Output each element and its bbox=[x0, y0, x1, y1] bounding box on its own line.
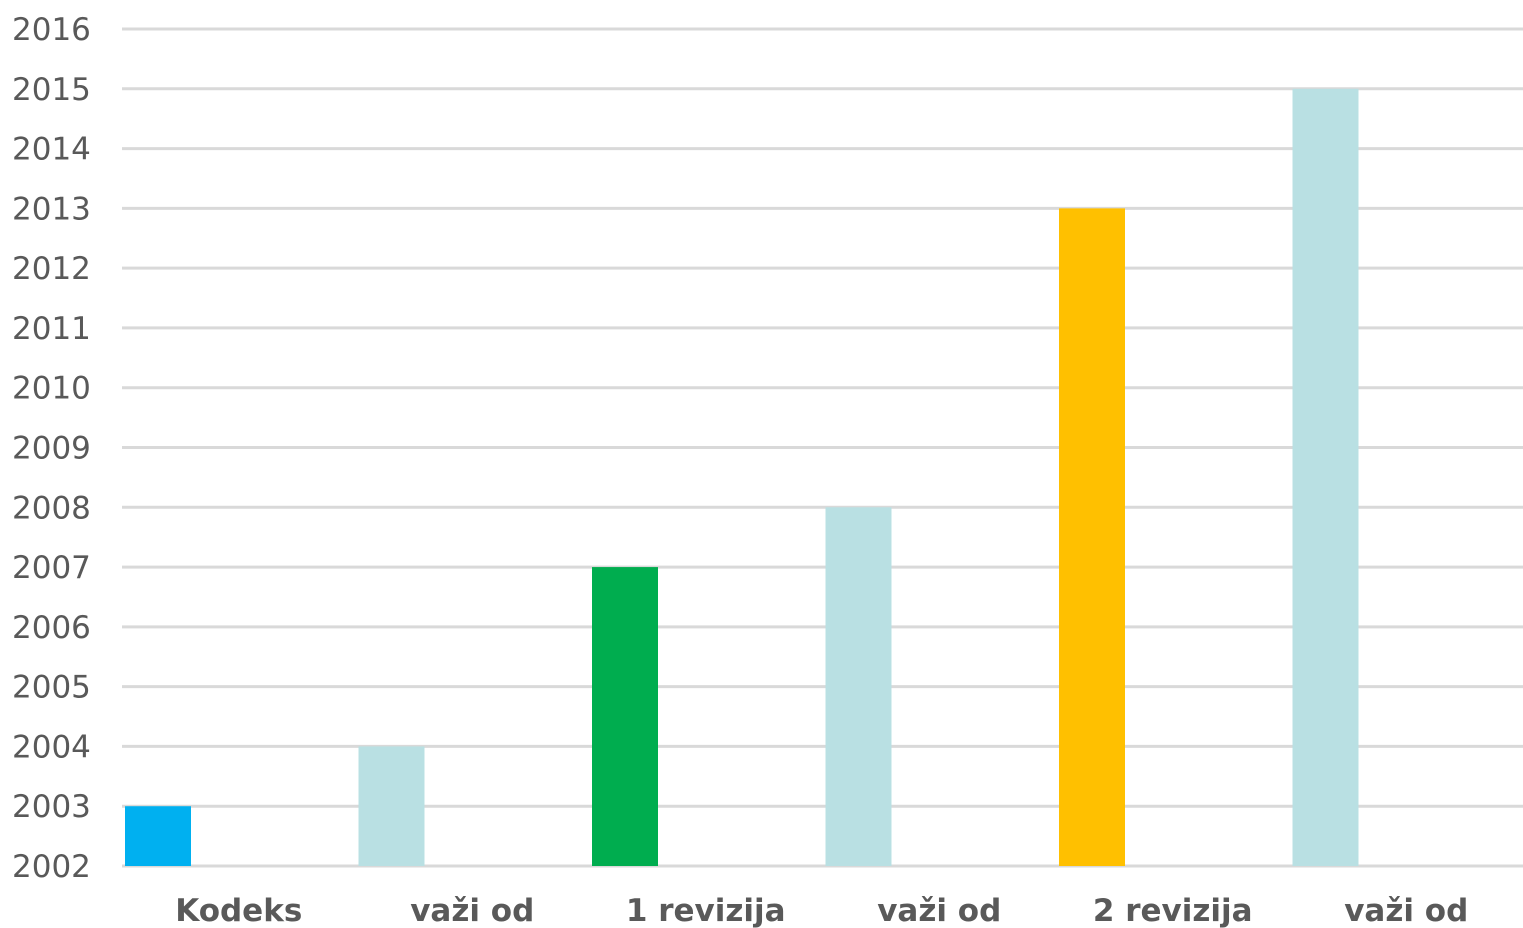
y-tick-label: 2008 bbox=[12, 490, 91, 526]
y-tick-label: 2003 bbox=[12, 789, 91, 825]
y-tick-label: 2012 bbox=[12, 251, 91, 287]
y-tick-label: 2007 bbox=[12, 550, 91, 586]
x-category-label: važi od bbox=[410, 893, 534, 928]
y-axis-ticks: 2002 2003 2004 2005 2006 2007 2008 2009 2010 2011… bbox=[12, 12, 91, 885]
y-tick-label: 2005 bbox=[12, 670, 91, 706]
x-category-label: važi od bbox=[1344, 893, 1468, 928]
x-category-label: 2 revizija bbox=[1093, 893, 1253, 928]
y-tick-label: 2013 bbox=[12, 191, 91, 227]
y-tick-label: 2014 bbox=[12, 132, 91, 168]
y-tick-label: 2004 bbox=[12, 729, 91, 765]
bar-4 bbox=[825, 507, 892, 866]
bar-3 bbox=[592, 567, 658, 866]
x-category-label: 1 revizija bbox=[626, 893, 786, 928]
bar-6 bbox=[1292, 88, 1359, 867]
gridlines bbox=[122, 27, 1523, 868]
x-axis-labels: Kodeks važi od 1 revizija važi od 2 revizija… bbox=[175, 893, 1468, 928]
y-tick-label: 2006 bbox=[12, 610, 91, 646]
bars bbox=[125, 88, 1359, 867]
y-tick-label: 2011 bbox=[12, 311, 91, 347]
bar-5 bbox=[1059, 208, 1125, 866]
x-category-label: Kodeks bbox=[175, 893, 302, 928]
bar-2 bbox=[358, 746, 425, 866]
y-tick-label: 2016 bbox=[12, 12, 91, 48]
y-tick-label: 2010 bbox=[12, 371, 91, 407]
bar-1 bbox=[125, 806, 191, 866]
y-tick-label: 2009 bbox=[12, 431, 91, 467]
y-tick-label: 2002 bbox=[12, 849, 91, 885]
x-category-label: važi od bbox=[877, 893, 1001, 928]
y-tick-label: 2015 bbox=[12, 72, 91, 108]
